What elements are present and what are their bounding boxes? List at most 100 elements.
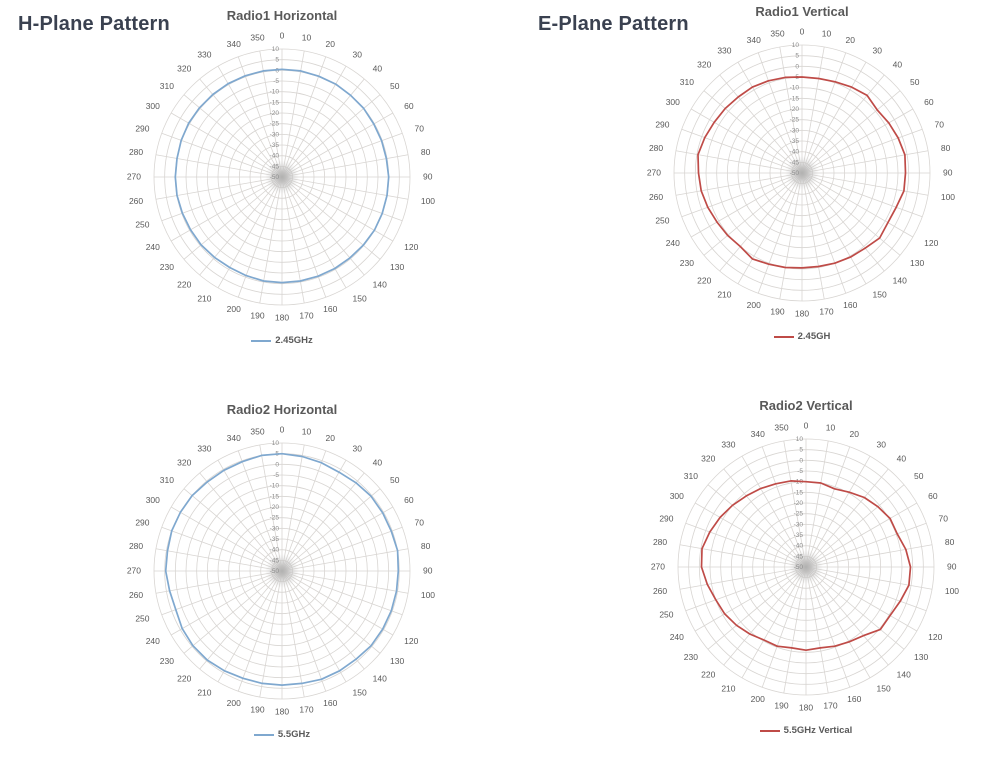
svg-text:80: 80 <box>421 147 431 157</box>
svg-text:30: 30 <box>353 443 363 453</box>
svg-text:60: 60 <box>928 491 938 501</box>
svg-text:100: 100 <box>941 192 955 202</box>
svg-text:-5: -5 <box>273 78 279 85</box>
chart-legend: 5.5GHz <box>126 729 438 740</box>
svg-text:350: 350 <box>770 29 784 39</box>
chart-legend: 2.45GH <box>646 331 958 342</box>
svg-text:290: 290 <box>659 513 673 523</box>
svg-text:90: 90 <box>423 566 433 576</box>
svg-text:260: 260 <box>653 586 667 596</box>
svg-text:70: 70 <box>414 123 424 133</box>
radio2-horizontal-chart: Radio2 Horizontal 0 10 20 30 40 50 60 70 80 90 100… <box>126 402 438 740</box>
svg-text:-10: -10 <box>270 89 280 96</box>
polar-plot: 0 10 20 30 40 50 60 70 80 90 100 120 130 140 150 160 170… <box>126 25 438 333</box>
svg-text:-45: -45 <box>794 553 804 560</box>
svg-text:30: 30 <box>353 49 363 59</box>
svg-text:280: 280 <box>653 537 667 547</box>
polar-grid <box>677 438 935 696</box>
svg-text:270: 270 <box>647 168 661 178</box>
polar-plot: 0 10 20 30 40 50 60 70 80 90 100 120 130 140 150 160 170… <box>650 415 962 723</box>
svg-text:280: 280 <box>129 147 143 157</box>
svg-text:5: 5 <box>795 53 799 60</box>
svg-text:290: 290 <box>135 517 149 527</box>
svg-text:140: 140 <box>897 670 911 680</box>
svg-text:270: 270 <box>127 172 141 182</box>
svg-text:20: 20 <box>849 429 859 439</box>
svg-text:-20: -20 <box>790 106 800 113</box>
svg-text:-20: -20 <box>270 110 280 117</box>
svg-text:260: 260 <box>129 196 143 206</box>
svg-text:220: 220 <box>697 276 711 286</box>
svg-text:320: 320 <box>697 59 711 69</box>
svg-text:320: 320 <box>701 453 715 463</box>
svg-text:70: 70 <box>414 517 424 527</box>
svg-text:-35: -35 <box>794 532 804 539</box>
svg-text:150: 150 <box>353 294 367 304</box>
svg-text:350: 350 <box>250 427 264 437</box>
svg-text:330: 330 <box>197 443 211 453</box>
svg-text:140: 140 <box>373 674 387 684</box>
svg-text:-15: -15 <box>270 99 280 106</box>
svg-text:140: 140 <box>893 276 907 286</box>
center-smudge <box>789 550 823 584</box>
legend-label: 2.45GHz <box>275 335 313 346</box>
svg-text:170: 170 <box>299 310 313 320</box>
svg-text:-30: -30 <box>790 127 800 134</box>
svg-text:150: 150 <box>873 290 887 300</box>
svg-text:-50: -50 <box>794 564 804 571</box>
h-plane-heading: H-Plane Pattern <box>18 13 170 35</box>
svg-text:-40: -40 <box>794 543 804 550</box>
svg-text:60: 60 <box>404 495 414 505</box>
svg-text:140: 140 <box>373 280 387 290</box>
svg-text:160: 160 <box>323 698 337 708</box>
svg-text:180: 180 <box>799 703 813 713</box>
svg-text:280: 280 <box>129 541 143 551</box>
chart-title: Radio2 Vertical <box>759 398 853 413</box>
svg-text:160: 160 <box>843 300 857 310</box>
svg-text:0: 0 <box>804 421 809 431</box>
svg-text:-15: -15 <box>794 489 804 496</box>
radial-axis-labels: 10 5 0 -5 -10 -15 -20 -25 -30 -35 -40 -45 -50 <box>270 46 280 181</box>
svg-text:10: 10 <box>796 436 804 443</box>
svg-text:-45: -45 <box>270 163 280 170</box>
svg-text:120: 120 <box>924 238 938 248</box>
svg-text:-10: -10 <box>794 479 804 486</box>
svg-text:0: 0 <box>800 27 805 37</box>
svg-text:-35: -35 <box>790 138 800 145</box>
svg-text:330: 330 <box>197 49 211 59</box>
radio1-vertical-chart: Radio1 Vertical 0 10 20 30 40 50 60 70 80 90 100 12… <box>646 4 958 342</box>
svg-text:10: 10 <box>302 427 312 437</box>
svg-text:200: 200 <box>227 304 241 314</box>
svg-text:170: 170 <box>299 704 313 714</box>
svg-text:220: 220 <box>177 280 191 290</box>
svg-text:5: 5 <box>799 447 803 454</box>
svg-text:30: 30 <box>873 45 883 55</box>
svg-text:220: 220 <box>701 670 715 680</box>
legend-label: 5.5GHz Vertical <box>783 725 853 736</box>
svg-text:0: 0 <box>280 425 285 435</box>
legend-label: 5.5GHz <box>277 729 311 740</box>
svg-text:5: 5 <box>275 57 279 64</box>
svg-text:-50: -50 <box>270 174 280 181</box>
svg-text:100: 100 <box>421 196 435 206</box>
svg-text:60: 60 <box>924 97 934 107</box>
svg-text:70: 70 <box>938 513 948 523</box>
svg-text:320: 320 <box>177 457 191 467</box>
chart-legend: 2.45GHz <box>126 335 438 346</box>
svg-text:210: 210 <box>197 688 211 698</box>
svg-text:-40: -40 <box>270 153 280 160</box>
svg-text:-15: -15 <box>270 493 280 500</box>
svg-text:10: 10 <box>272 440 280 447</box>
svg-text:240: 240 <box>146 242 160 252</box>
svg-text:180: 180 <box>795 309 809 319</box>
svg-text:230: 230 <box>684 652 698 662</box>
svg-text:-35: -35 <box>270 536 280 543</box>
svg-text:-25: -25 <box>270 515 280 522</box>
angle-labels: 0 102030405060708090100120130140150160170… <box>127 31 435 323</box>
svg-text:320: 320 <box>177 63 191 73</box>
svg-text:10: 10 <box>302 33 312 43</box>
svg-text:310: 310 <box>160 475 174 485</box>
svg-text:330: 330 <box>721 439 735 449</box>
svg-text:90: 90 <box>947 562 957 572</box>
